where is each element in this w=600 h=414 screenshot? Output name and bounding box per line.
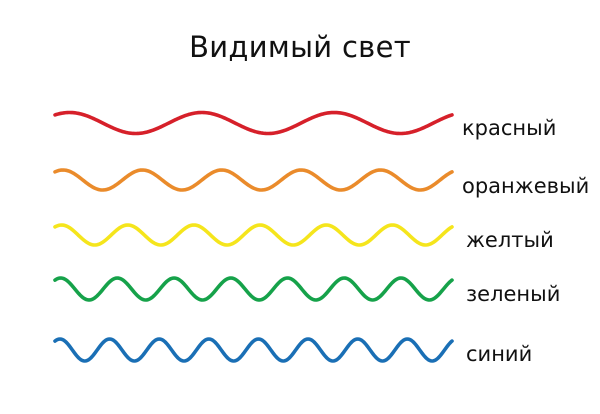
wave-orange <box>53 168 454 192</box>
wave-label-orange: оранжевый <box>462 174 590 198</box>
wave-green <box>53 276 454 302</box>
wave-label-blue: синий <box>466 342 533 366</box>
wave-label-yellow: желтый <box>466 228 554 252</box>
wave-yellow <box>53 223 454 247</box>
wave-blue <box>53 337 454 363</box>
diagram-title: Видимый свет <box>189 30 411 64</box>
wave-label-green: зеленый <box>466 282 561 306</box>
wave-red <box>53 110 454 136</box>
wave-label-red: красный <box>462 116 557 140</box>
